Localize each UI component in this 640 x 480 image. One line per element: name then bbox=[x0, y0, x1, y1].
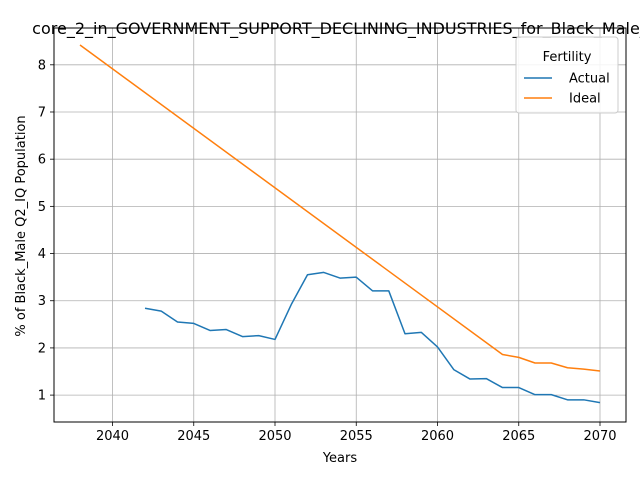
y-axis-label: % of Black_Male Q2_IQ Population bbox=[14, 115, 29, 336]
y-tick-label: 7 bbox=[38, 105, 46, 120]
series-line-actual bbox=[144, 271, 601, 404]
x-axis-ticks: 2040 2045 2050 2055 2060 2065 2070 bbox=[96, 422, 617, 444]
x-tick-label: 2050 bbox=[258, 429, 291, 444]
legend-box bbox=[515, 36, 619, 114]
x-tick-label: 2045 bbox=[177, 429, 210, 444]
series-lines bbox=[79, 44, 601, 404]
y-tick-label: 6 bbox=[38, 153, 46, 168]
legend-title: Fertility bbox=[543, 50, 592, 65]
y-axis-ticks: 1 2 3 4 5 6 7 8 bbox=[38, 58, 54, 404]
legend-label-actual: Actual bbox=[569, 72, 610, 87]
x-tick-label: 2040 bbox=[96, 429, 129, 444]
x-tick-label: 2055 bbox=[340, 429, 373, 444]
legend: Fertility Actual Ideal bbox=[515, 36, 619, 114]
x-axis-label: Years bbox=[322, 451, 358, 466]
legend-label-ideal: Ideal bbox=[569, 92, 601, 107]
y-tick-label: 1 bbox=[38, 389, 46, 404]
x-tick-label: 2065 bbox=[502, 429, 535, 444]
y-tick-label: 8 bbox=[38, 58, 46, 73]
x-tick-label: 2070 bbox=[583, 429, 616, 444]
y-tick-label: 4 bbox=[38, 247, 46, 262]
y-tick-label: 5 bbox=[38, 200, 46, 215]
y-tick-label: 2 bbox=[38, 341, 46, 356]
legend-entries: Actual Ideal bbox=[524, 72, 610, 107]
y-tick-label: 3 bbox=[38, 294, 46, 309]
series-line-ideal bbox=[79, 44, 601, 372]
plot-frame bbox=[53, 27, 627, 423]
x-tick-label: 2060 bbox=[421, 429, 454, 444]
chart-title: core_2_in_GOVERNMENT_SUPPORT_DECLINING_I… bbox=[32, 19, 640, 39]
